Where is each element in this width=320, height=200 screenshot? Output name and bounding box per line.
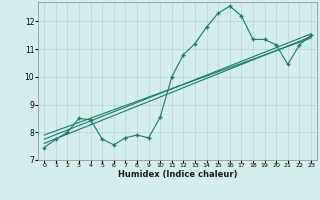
X-axis label: Humidex (Indice chaleur): Humidex (Indice chaleur) <box>118 170 237 179</box>
